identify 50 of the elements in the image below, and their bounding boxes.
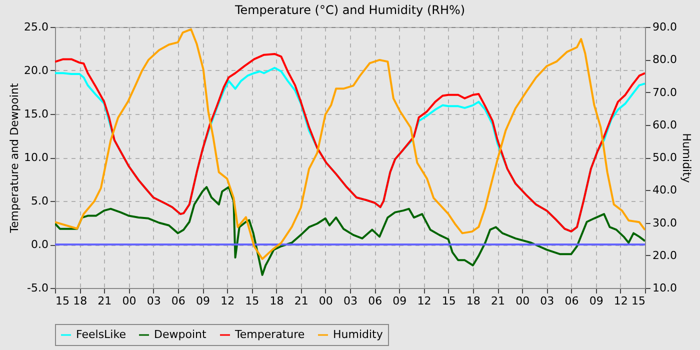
x-tick-label: 00 <box>516 294 530 308</box>
x-tick-label: 00 <box>122 294 136 308</box>
y2-tick-label: 30.0 <box>652 216 677 230</box>
x-tick-label: 03 <box>540 294 554 308</box>
x-tick-label: 21 <box>98 294 112 308</box>
line-series <box>55 28 645 260</box>
y-tick-label: 15.0 <box>24 108 48 120</box>
x-tick-label: 15 <box>632 294 646 308</box>
x-tick-label: 18 <box>73 294 88 308</box>
y2-tick-label: 70.0 <box>652 86 677 99</box>
legend-label: Dewpoint <box>154 328 207 341</box>
y-axis-title: Temperature and Dewpoint <box>8 82 22 234</box>
x-tick-label: 21 <box>294 294 308 308</box>
legend-label: Temperature <box>234 328 305 341</box>
y-tick-label: 5.0 <box>31 194 48 208</box>
x-tick-label: 09 <box>392 294 407 308</box>
x-tick-label: 09 <box>196 294 210 308</box>
x-tick-label: 15 <box>56 294 70 308</box>
x-tick-label: 12 <box>614 294 628 308</box>
x-tick-label: 15 <box>442 294 456 308</box>
y2-tick-label: 60.0 <box>652 118 677 132</box>
x-tick-label: 00 <box>318 294 333 308</box>
line-series <box>55 186 645 276</box>
y-tick-label: 25.0 <box>24 20 48 34</box>
y2-tick-label: 80.0 <box>652 53 677 66</box>
y2-axis-title: Humidity <box>680 133 693 184</box>
legend-label: Humidity <box>333 328 384 341</box>
x-tick-label: 03 <box>146 294 161 308</box>
chart-title: Temperature (°C) and Humidity (RH%) <box>234 3 466 17</box>
x-tick-label: 18 <box>466 294 480 308</box>
x-tick-label: 06 <box>368 294 382 308</box>
y-tick-label: 10.0 <box>24 151 48 164</box>
x-tick-label: 09 <box>589 294 604 308</box>
x-tick-label: 15 <box>245 294 260 308</box>
y-tick-label: 0.0 <box>31 238 48 251</box>
y2-tick-label: 10.0 <box>652 282 677 294</box>
y-tick-label: 20.0 <box>24 64 48 77</box>
x-tick-label: 21 <box>491 294 505 308</box>
x-tick-label: 03 <box>344 294 358 308</box>
y-tick-label: -5.0 <box>27 282 48 294</box>
y2-tick-label: 90.0 <box>652 20 677 34</box>
x-tick-label: 18 <box>270 294 284 308</box>
legend-label: FeelsLike <box>76 328 126 341</box>
y2-tick-label: 50.0 <box>652 151 677 164</box>
y2-tick-label: 20.0 <box>652 248 677 262</box>
x-tick-label: 12 <box>220 294 235 308</box>
x-tick-label: 12 <box>417 294 432 308</box>
x-tick-label: 06 <box>171 294 186 308</box>
y2-tick-label: 40.0 <box>652 184 677 197</box>
x-tick-label: 06 <box>564 294 579 308</box>
